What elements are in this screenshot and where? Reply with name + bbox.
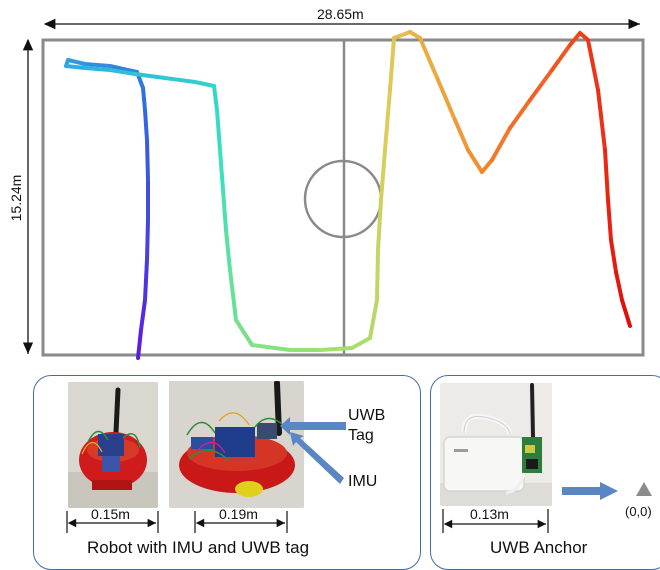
robot-dimension-arrows bbox=[66, 511, 288, 533]
imu-label: IMU bbox=[348, 473, 378, 490]
trajectory-segment bbox=[143, 108, 149, 142]
trajectory-segment bbox=[453, 118, 470, 152]
trajectory-segment bbox=[163, 76, 197, 84]
trajectory-segment bbox=[108, 68, 137, 76]
trajectory-segment bbox=[606, 198, 613, 242]
trajectory-segment bbox=[375, 248, 380, 302]
trajectory-segment bbox=[136, 328, 143, 360]
trajectory-segment bbox=[145, 218, 150, 262]
trajectory-segment bbox=[586, 38, 600, 92]
trajectory-segment bbox=[392, 30, 412, 40]
trajectory-segment bbox=[418, 36, 440, 82]
callout-arrows bbox=[280, 417, 346, 484]
robot-photo-large bbox=[169, 381, 304, 508]
trajectory-segment bbox=[141, 86, 147, 112]
trajectory-segment bbox=[508, 98, 532, 130]
trajectory-segment bbox=[379, 148, 387, 202]
trajectory-segment bbox=[388, 36, 396, 92]
anchor-to-origin-arrow bbox=[562, 482, 618, 500]
trajectory-segment bbox=[221, 188, 228, 232]
uwb-tag-label: UWB Tag bbox=[348, 406, 385, 446]
uwb-tag-label-line2: Tag bbox=[348, 427, 374, 444]
trajectory-segment bbox=[133, 72, 167, 80]
robot-trajectory bbox=[64, 30, 632, 360]
robot-small-width-label: 0.15m bbox=[91, 506, 130, 522]
field-diagram bbox=[22, 18, 645, 360]
trajectory-segment bbox=[376, 198, 383, 252]
trajectory-segment bbox=[193, 80, 216, 88]
trajectory-segment bbox=[218, 148, 225, 192]
trajectory-segment bbox=[145, 138, 150, 182]
trajectory-segment bbox=[215, 108, 222, 152]
uwb-tag-callout-arrow bbox=[280, 417, 346, 435]
trajectory-segment bbox=[350, 336, 372, 350]
origin-marker-icon bbox=[636, 482, 652, 496]
trajectory-segment bbox=[466, 148, 484, 174]
robot-panel-caption: Robot with IMU and UWB tag bbox=[87, 538, 310, 557]
field-width-label: 28.65m bbox=[317, 6, 364, 22]
field-height-label: 15.24m bbox=[8, 174, 24, 222]
uwb-anchor-photo bbox=[440, 383, 552, 506]
trajectory-segment bbox=[318, 346, 354, 352]
trajectory-segment bbox=[383, 88, 392, 152]
trajectory-segment bbox=[212, 84, 219, 112]
trajectory-segment bbox=[596, 88, 607, 152]
trajectory-segment bbox=[143, 258, 149, 302]
trajectory-segment bbox=[64, 64, 87, 70]
trajectory-segment bbox=[368, 298, 379, 340]
robot-large-width-label: 0.19m bbox=[219, 506, 258, 522]
trajectory-segment bbox=[480, 158, 494, 174]
trajectory-segment bbox=[139, 298, 147, 332]
trajectory-segment bbox=[490, 126, 512, 162]
anchor-panel-caption: UWB Anchor bbox=[490, 538, 588, 557]
trajectory-segment bbox=[66, 58, 87, 66]
trajectory-segment bbox=[528, 68, 554, 102]
trajectory-segment bbox=[436, 78, 457, 122]
trajectory-segment bbox=[224, 228, 232, 272]
trajectory-segment bbox=[228, 268, 238, 322]
trajectory-segment bbox=[234, 318, 254, 347]
trajectory-segment bbox=[568, 31, 582, 47]
trajectory-segment bbox=[603, 148, 610, 202]
trajectory-segment bbox=[83, 62, 112, 68]
trajectory-segment bbox=[620, 298, 632, 328]
trajectory-segment bbox=[83, 66, 112, 72]
trajectory-segment bbox=[609, 238, 618, 274]
robot-photo-small bbox=[68, 382, 158, 508]
trajectory-segment bbox=[614, 270, 624, 302]
anchor-width-label: 0.13m bbox=[470, 506, 509, 522]
trajectory-segment bbox=[108, 64, 139, 74]
trajectory-segment bbox=[250, 343, 292, 352]
imu-callout-arrow bbox=[290, 432, 344, 484]
anchor-dimension-arrow bbox=[442, 509, 549, 533]
origin-label: (0,0) bbox=[625, 504, 652, 519]
uwb-tag-label-line1: UWB bbox=[348, 407, 386, 424]
trajectory-segment bbox=[550, 43, 572, 72]
